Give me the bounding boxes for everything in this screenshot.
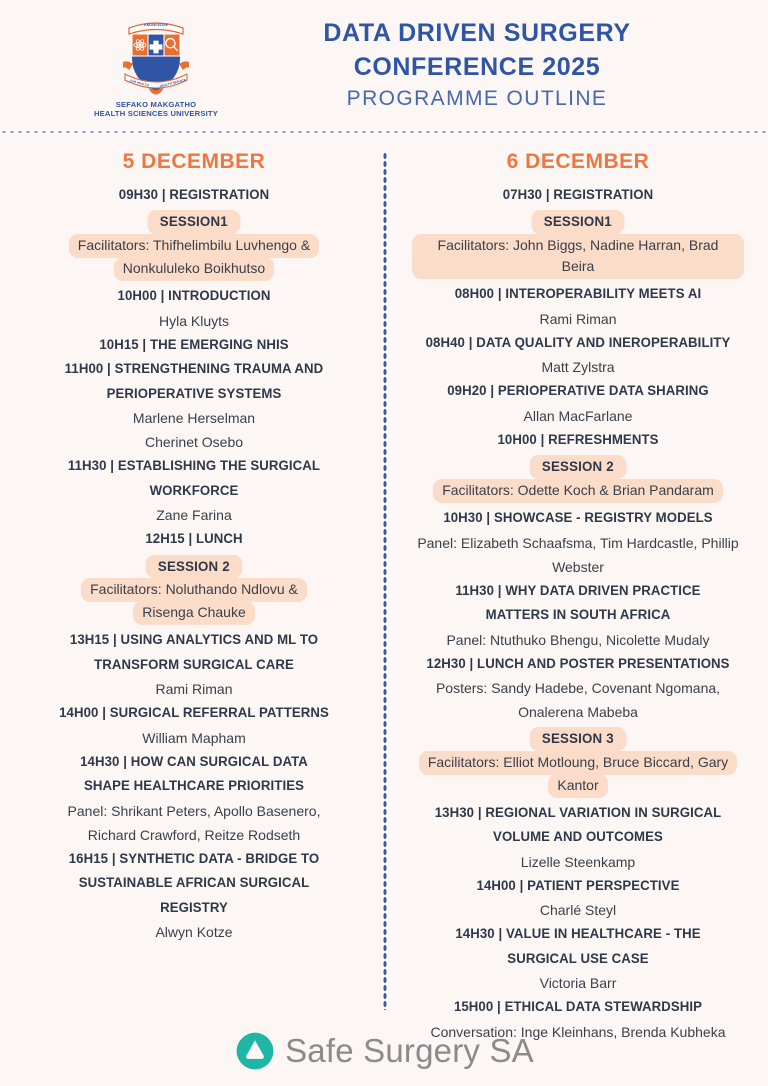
session-speaker: Cherinet Osebo <box>144 434 244 451</box>
university-name-line2: HEALTH SCIENCES UNIVERSITY <box>93 109 219 118</box>
session-block: SESSION 3 Facilitators: Elliot Motloung, … <box>412 727 744 799</box>
session-slot-title: 11H30 | WHY DATA DRIVEN PRACTICE MATTERS… <box>455 582 701 624</box>
session-speaker: Charlé Steyl <box>539 902 617 919</box>
svg-text:FOR HEALTH: FOR HEALTH <box>129 78 150 87</box>
session-speaker: Panel: Shrikant Peters, Apollo Basenero,… <box>67 802 321 843</box>
session-speaker: Zane Farina <box>156 507 232 524</box>
session-speaker: Posters: Sandy Hadebe, Covenant Ngomana,… <box>435 680 721 721</box>
session-speaker: Panel: Ntuthuko Bhengu, Nicolette Mudaly <box>446 631 710 648</box>
session-speaker: Alwyn Kotze <box>155 924 233 941</box>
safe-surgery-drop-icon <box>234 1030 276 1072</box>
session-slot-title: 08H00 | INTEROPERABILITY MEETS AI <box>454 286 702 303</box>
session-label-pill: SESSION 3 <box>529 727 627 752</box>
day-heading: 5 DECEMBER <box>122 150 266 173</box>
horizontal-dotted-divider <box>0 130 768 134</box>
session-slot-title: 12H30 | LUNCH AND POSTER PRESENTATIONS <box>426 655 730 672</box>
day-heading: 6 DECEMBER <box>506 150 650 173</box>
session-slot-title: 09H20 | PERIOPERATIVE DATA SHARING <box>447 383 709 400</box>
university-name-line1: SEFAKO MAKGATHO <box>115 99 197 109</box>
session-speaker: Panel: Elizabeth Schaafsma, Tim Hardcast… <box>417 534 739 575</box>
session-speaker: William Mapham <box>142 729 246 746</box>
day-column-2: 6 DECEMBER 07H30 | REGISTRATION SESSION1 Fa… <box>384 150 768 1044</box>
session-speaker: Conversation: Inge Kleinhans, Brenda Kub… <box>430 1023 726 1040</box>
session-block: SESSION 2 Facilitators: Noluthando Ndlovu… <box>48 554 340 626</box>
session-facilitators: Nonkululeko Boikhutso <box>113 257 275 282</box>
university-branding: KNOWLEDGE <box>92 12 220 119</box>
session-label-pill: SESSION 2 <box>145 554 243 579</box>
session-slot-title: 09H30 | REGISTRATION <box>118 187 270 203</box>
svg-text:HEALTH SERVICE: HEALTH SERVICE <box>159 77 186 87</box>
day-column-1: 5 DECEMBER 09H30 | REGISTRATION SESSION1 Fa… <box>0 150 384 1044</box>
poster-header: KNOWLEDGE <box>0 0 768 130</box>
session-speaker: Rami Riman <box>539 310 617 327</box>
session-facilitators: Facilitators: Elliot Motloung, Bruce Bic… <box>418 751 738 776</box>
session-slot-title: 16H15 | SYNTHETIC DATA - BRIDGE TO SUSTA… <box>68 850 320 916</box>
session-label-pill: SESSION1 <box>531 210 625 235</box>
session-slot-title: 13H30 | REGIONAL VARIATION IN SURGICAL V… <box>434 805 722 846</box>
session-block: SESSION1 Facilitators: Thifhelimbilu Luvh… <box>48 210 340 282</box>
safe-surgery-brand: Safe Surgery SA <box>285 1032 534 1069</box>
poster-footer: Safe Surgery SA <box>0 1030 768 1072</box>
session-slot-title: 12H15 | LUNCH <box>145 531 243 548</box>
programme-columns: 5 DECEMBER 09H30 | REGISTRATION SESSION1 Fa… <box>0 150 768 1044</box>
poster-title-line1: DATA DRIVEN SURGERY <box>323 19 631 48</box>
session-facilitators: Risenga Chauke <box>133 601 255 626</box>
poster-title-line2: CONFERENCE 2025 <box>353 53 601 82</box>
university-crest-icon: KNOWLEDGE <box>117 16 195 98</box>
session-block: SESSION1 Facilitators: John Biggs, Nadine… <box>412 210 744 280</box>
session-label-pill: SESSION 2 <box>529 455 627 480</box>
session-facilitators: Kantor <box>548 774 608 799</box>
session-slot-title: 10H00 | REFRESHMENTS <box>497 431 659 448</box>
session-slot-title: 10H00 | INTRODUCTION <box>117 288 271 305</box>
session-slot-title: 14H00 | PATIENT PERSPECTIVE <box>476 877 680 894</box>
session-slot-title: 15H00 | ETHICAL DATA STEWARDSHIP <box>453 999 703 1016</box>
session-speaker: Lizelle Steenkamp <box>520 853 636 870</box>
session-slot-title: 13H15 | USING ANALYTICS AND ML TO TRANSF… <box>69 632 319 673</box>
session-speaker: Hyla Kluyts <box>158 312 230 329</box>
session-speaker: Marlene Herselman <box>132 410 256 427</box>
session-speaker: Matt Zylstra <box>541 359 615 376</box>
session-slot-title: 10H30 | SHOWCASE - REGISTRY MODELS <box>443 510 713 527</box>
vertical-dotted-divider <box>383 152 387 1010</box>
session-speaker: Allan MacFarlane <box>523 407 633 424</box>
session-slot-title: 07H30 | REGISTRATION <box>502 187 654 203</box>
session-facilitators: Facilitators: Odette Koch & Brian Pandar… <box>433 479 723 504</box>
session-slot-title: 11H00 | STRENGTHENING TRAUMA AND PERIOPE… <box>64 361 324 402</box>
session-facilitators: Facilitators: Noluthando Ndlovu & <box>81 578 307 603</box>
session-slot-title: 08H40 | DATA QUALITY AND INEROPERABILITY <box>425 334 731 351</box>
session-slot-title: 11H30 | ESTABLISHING THE SURGICAL WORKFO… <box>67 458 321 499</box>
svg-text:KNOWLEDGE: KNOWLEDGE <box>144 23 168 27</box>
session-block: SESSION 2 Facilitators: Odette Koch & Bri… <box>412 455 744 504</box>
session-facilitators: Facilitators: John Biggs, Nadine Harran,… <box>412 234 744 280</box>
session-slot-title: 10H15 | THE EMERGING NHIS <box>99 336 289 353</box>
session-slot-title: 14H30 | HOW CAN SURGICAL DATA SHAPE HEAL… <box>80 753 308 795</box>
session-speaker: Rami Riman <box>155 681 233 698</box>
session-speaker: Victoria Barr <box>539 975 617 992</box>
session-label-pill: SESSION1 <box>147 210 241 235</box>
poster-title-block: DATA DRIVEN SURGERY CONFERENCE 2025 PROG… <box>220 16 768 113</box>
poster-subtitle: PROGRAMME OUTLINE <box>346 87 608 111</box>
session-slot-title: 14H00 | SURGICAL REFERRAL PATTERNS <box>59 705 329 722</box>
university-name: SEFAKO MAKGATHO HEALTH SCIENCES UNIVERSI… <box>94 100 218 119</box>
session-slot-title: 14H30 | VALUE IN HEALTHCARE - THE SURGIC… <box>455 926 701 967</box>
session-facilitators: Facilitators: Thifhelimbilu Luvhengo & <box>68 234 320 259</box>
